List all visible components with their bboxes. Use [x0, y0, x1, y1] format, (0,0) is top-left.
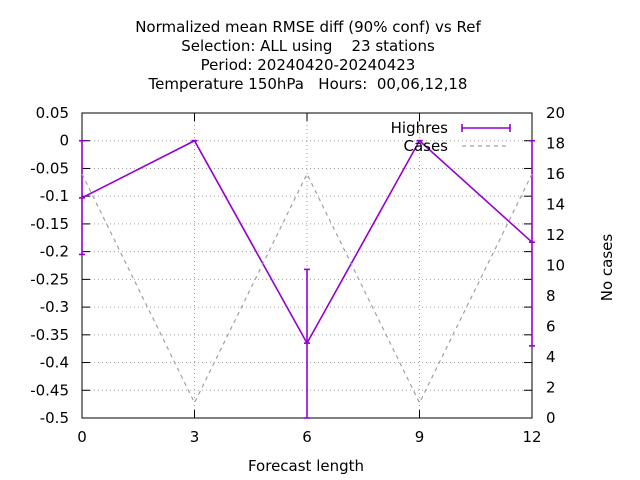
y2-tick-label: 20	[546, 104, 565, 122]
chart-title: Normalized mean RMSE diff (90% conf) vs …	[135, 18, 481, 93]
x-axis-label: Forecast length	[248, 457, 364, 475]
y-tick-label: 0	[59, 132, 69, 150]
y2-tick-label: 10	[546, 257, 565, 275]
x-tick-label: 9	[415, 428, 425, 446]
x-tick-label: 12	[522, 428, 541, 446]
y-tick-label: -0.05	[30, 159, 69, 177]
y2-axis-label: No cases	[598, 234, 616, 302]
y-tick-label: -0.2	[40, 243, 69, 261]
x-axis-ticks: 0 3 6 9 12	[77, 113, 542, 446]
y-tick-label: -0.45	[30, 381, 69, 399]
y-tick-label: -0.1	[40, 187, 69, 205]
y-tick-label: 0.05	[36, 104, 69, 122]
y-tick-label: -0.15	[30, 215, 69, 233]
y2-tick-label: 6	[546, 318, 556, 336]
y-tick-label: -0.3	[40, 298, 69, 316]
y2-tick-label: 18	[546, 135, 565, 153]
y2-tick-label: 4	[546, 348, 556, 366]
y2-axis-ticks: 0 2 4 6 8 10 12 14 16 18 20	[546, 104, 565, 427]
series-line-cases	[81, 172, 533, 405]
title-line: Temperature 150hPa Hours: 00,06,12,18	[148, 75, 468, 93]
y2-tick-label: 12	[546, 226, 565, 244]
y-tick-label: -0.35	[30, 326, 69, 344]
y-tick-label: -0.5	[40, 409, 69, 427]
y2-tick-label: 8	[546, 287, 556, 305]
x-tick-label: 6	[302, 428, 312, 446]
y-axis-ticks: 0.05 0 -0.05 -0.1 -0.15 -0.2 -0.25 -0.3 -0.35 -0.…	[30, 104, 532, 427]
legend-label: Highres	[391, 119, 449, 137]
y-tick-label: -0.25	[30, 270, 69, 288]
y2-tick-label: 0	[546, 409, 556, 427]
title-line: Normalized mean RMSE diff (90% conf) vs …	[135, 18, 481, 36]
x-tick-label: 3	[190, 428, 200, 446]
y2-tick-label: 16	[546, 165, 565, 183]
series	[79, 139, 535, 419]
x-tick-label: 0	[77, 428, 87, 446]
title-line: Selection: ALL using 23 stations	[181, 37, 435, 55]
y-tick-label: -0.4	[40, 354, 69, 372]
legend-label: Cases	[403, 137, 448, 155]
title-line: Period: 20240420-20240423	[201, 56, 416, 74]
y2-tick-label: 14	[546, 196, 565, 214]
y2-tick-label: 2	[546, 379, 556, 397]
